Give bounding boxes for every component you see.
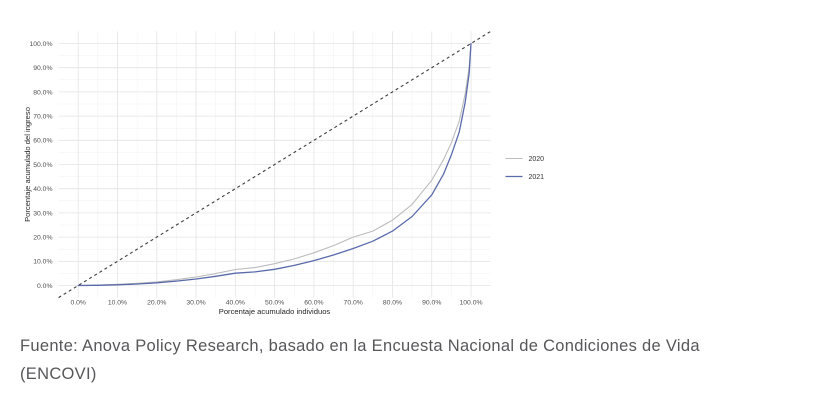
x-tick-label: 90.0% (422, 300, 441, 307)
caption-line-1: Fuente: Anova Policy Research, basado en… (20, 337, 700, 355)
y-tick-label: 90.0% (33, 65, 52, 72)
y-tick-label: 30.0% (33, 210, 52, 217)
y-tick-label: 70.0% (33, 114, 52, 121)
y-tick-label: 0.0% (37, 283, 53, 290)
x-tick-label: 10.0% (108, 300, 127, 307)
caption-line-2: (ENCOVI) (20, 365, 97, 383)
plot-series (58, 30, 491, 299)
x-tick-label: 60.0% (304, 300, 323, 307)
y-tick-label: 40.0% (33, 186, 52, 193)
y-tick-label: 60.0% (33, 138, 52, 145)
x-tick-label: 50.0% (265, 300, 284, 307)
x-tick-label: 100.0% (460, 300, 483, 307)
x-tick-label: 80.0% (383, 300, 402, 307)
x-tick-label: 30.0% (186, 300, 205, 307)
y-axis-title: Porcentaje acumulado del ingreso (23, 107, 32, 222)
y-tick-label: 80.0% (33, 89, 52, 96)
legend-label-2020: 2020 (529, 156, 545, 163)
lorenz-curve-2021 (77, 42, 472, 287)
legend-label-2021: 2021 (529, 174, 545, 181)
x-tick-label: 70.0% (344, 300, 363, 307)
figure-source-caption: Fuente: Anova Policy Research, basado en… (20, 332, 820, 388)
y-tick-label: 100.0% (29, 41, 52, 48)
x-axis-title: Porcentaje acumulado individuos (219, 307, 331, 316)
y-tick-label: 50.0% (33, 162, 52, 169)
y-tick-label: 10.0% (33, 259, 52, 266)
axis-titles: Porcentaje acumulado individuos Porcenta… (23, 107, 330, 316)
y-tick-label: 20.0% (33, 235, 52, 242)
chart-legend: 2020 2021 (505, 156, 545, 181)
x-tick-label: 20.0% (147, 300, 166, 307)
axis-tick-labels: 0.0% 10.0% 20.0% 30.0% 40.0% 50.0% 60.0% 70.0% 8… (29, 41, 482, 307)
x-tick-label: 40.0% (226, 300, 245, 307)
lorenz-curve-figure: 0.0% 10.0% 20.0% 30.0% 40.0% 50.0% 60.0% 70.0% 8… (23, 30, 545, 316)
equality-line (58, 30, 491, 299)
gridlines (58, 31, 491, 298)
x-tick-label: 0.0% (70, 300, 86, 307)
lorenz-curve-chart: 0.0% 10.0% 20.0% 30.0% 40.0% 50.0% 60.0% 70.0% 8… (23, 30, 545, 316)
lorenz-curve-2020 (77, 42, 472, 287)
